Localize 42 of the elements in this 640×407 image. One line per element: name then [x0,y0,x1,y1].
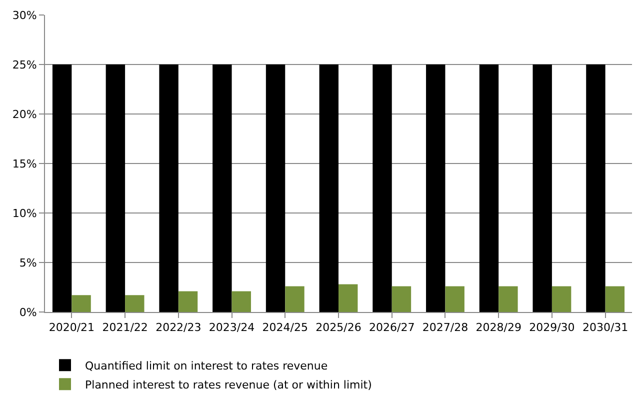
bar [159,64,178,312]
legend-label: Planned interest to rates revenue (at or within limit) [85,378,372,392]
bar [232,291,251,312]
bar [552,286,572,312]
bar [212,64,232,312]
y-tick-label: 10% [12,206,37,220]
x-tick-label: 2020/21 [48,321,95,334]
bar [285,286,304,312]
x-tick-label: 2027/28 [422,321,468,334]
bar [52,64,72,312]
bar [266,64,286,312]
bar [498,286,518,312]
bar [392,286,412,312]
legend-label: Quantified limit on interest to rates revenue [85,359,328,372]
y-tick-label: 25% [12,58,37,72]
bar [125,295,144,312]
y-tick-label: 5% [19,256,37,270]
bar [319,64,338,312]
y-tick-label: 15% [12,157,37,170]
bar [372,64,392,312]
bar [106,64,126,312]
y-tick-label: 30% [12,8,37,22]
bar [72,295,91,312]
bar [532,64,552,312]
bar [178,291,198,312]
bar [445,286,464,312]
bar [586,64,606,312]
x-tick-label: 2025/26 [316,321,362,334]
x-tick-label: 2028/29 [476,321,522,334]
x-tick-label: 2029/30 [529,321,575,334]
bar [605,286,625,312]
x-tick-label: 2026/27 [369,321,415,334]
y-tick-label: 0% [19,306,37,319]
y-tick-label: 20% [12,108,37,121]
x-tick-label: 2030/31 [582,321,628,334]
x-tick-label: 2024/25 [262,321,308,334]
x-tick-label: 2022/23 [156,321,202,334]
bar [338,284,358,312]
x-tick-label: 2023/24 [208,321,255,334]
bar [426,64,446,312]
bar [479,64,499,312]
x-tick-label: 2021/22 [102,321,148,334]
